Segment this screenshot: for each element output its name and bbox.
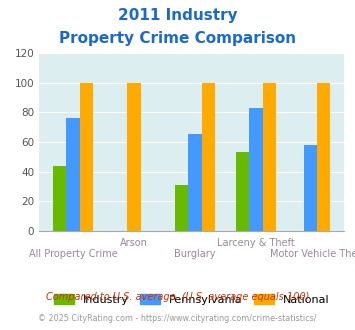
Bar <box>127 82 141 231</box>
Bar <box>304 145 317 231</box>
Bar <box>175 185 189 231</box>
Text: 2011 Industry: 2011 Industry <box>118 8 237 23</box>
Text: Motor Vehicle Theft: Motor Vehicle Theft <box>270 249 355 259</box>
Text: Larceny & Theft: Larceny & Theft <box>217 238 295 248</box>
Bar <box>53 166 66 231</box>
Text: © 2025 CityRating.com - https://www.cityrating.com/crime-statistics/: © 2025 CityRating.com - https://www.city… <box>38 314 317 323</box>
Text: Arson: Arson <box>120 238 148 248</box>
Bar <box>202 82 215 231</box>
Bar <box>66 118 80 231</box>
Text: Burglary: Burglary <box>174 249 216 259</box>
Bar <box>317 82 331 231</box>
Text: Compared to U.S. average. (U.S. average equals 100): Compared to U.S. average. (U.S. average … <box>46 292 309 302</box>
Bar <box>249 108 263 231</box>
Bar <box>80 82 93 231</box>
Bar <box>189 135 202 231</box>
Text: Property Crime Comparison: Property Crime Comparison <box>59 31 296 46</box>
Bar <box>263 82 276 231</box>
Bar <box>236 152 249 231</box>
Text: All Property Crime: All Property Crime <box>29 249 118 259</box>
Legend: Industry, Pennsylvania, National: Industry, Pennsylvania, National <box>50 290 334 310</box>
